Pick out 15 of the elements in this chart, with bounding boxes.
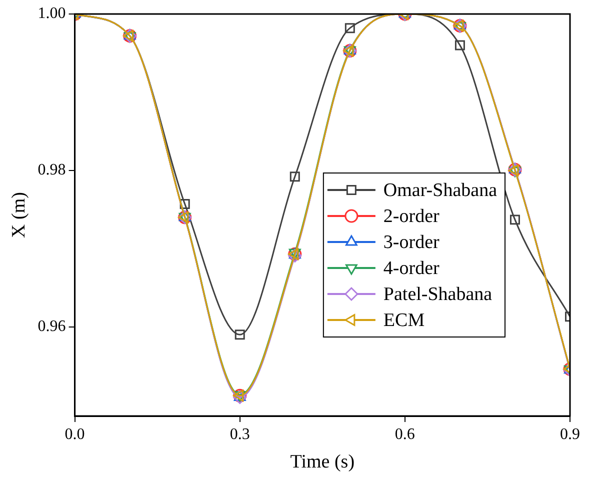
x-axis-title: Time (s) bbox=[290, 452, 355, 473]
legend-label: 3-order bbox=[383, 232, 440, 253]
y-tick-label: 1.00 bbox=[38, 5, 66, 22]
x-tick-label: 0.9 bbox=[560, 426, 580, 443]
legend-label: Omar-Shabana bbox=[383, 180, 498, 201]
y-tick-label: 0.98 bbox=[38, 162, 66, 179]
y-tick-label: 0.96 bbox=[38, 318, 66, 336]
x-tick-label: 0.3 bbox=[230, 426, 250, 443]
legend-label: ECM bbox=[383, 310, 425, 331]
x-tick-label: 0.0 bbox=[64, 426, 85, 443]
legend-label: 2-order bbox=[383, 206, 440, 227]
legend-label: Patel-Shabana bbox=[383, 284, 493, 305]
y-axis-title: X (m) bbox=[8, 192, 30, 238]
x-tick-label: 0.6 bbox=[394, 426, 415, 443]
legend-label: 4-order bbox=[383, 258, 440, 279]
